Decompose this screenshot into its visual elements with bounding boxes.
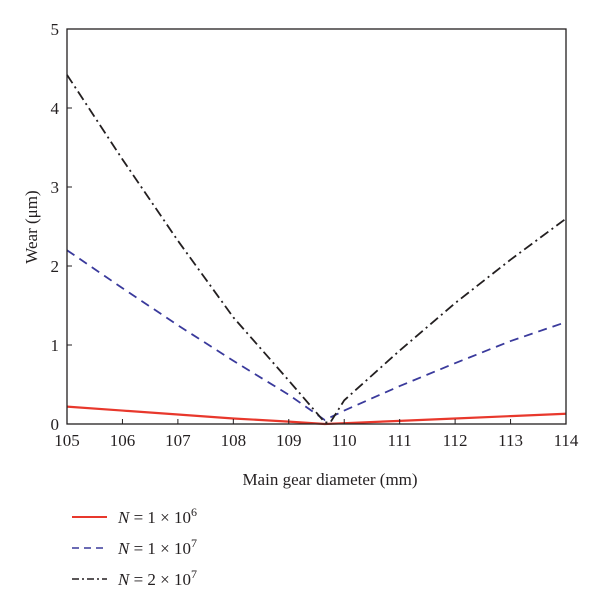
series-line-2	[66, 249, 567, 421]
x-tick-label: 114	[554, 431, 579, 450]
legend-label-2: N = 1 × 107	[117, 536, 197, 558]
x-tick-label: 107	[165, 431, 191, 450]
x-tick-label: 113	[498, 431, 523, 450]
plot-frame	[66, 28, 567, 425]
x-tick-label: 106	[110, 431, 136, 450]
legend: N = 1 × 106 N = 1 × 107 N = 2 × 107	[72, 505, 197, 589]
legend-label-3: N = 2 × 107	[117, 567, 197, 589]
series-line-3	[66, 74, 567, 424]
y-tick-label: 5	[51, 20, 60, 39]
x-axis-title: Main gear diameter (mm)	[242, 470, 417, 489]
y-tick-label: 2	[51, 257, 60, 276]
y-tick-label: 0	[51, 415, 60, 434]
y-tick-label: 4	[51, 99, 60, 118]
y-tick-label: 1	[51, 336, 60, 355]
x-tick-label: 105	[54, 431, 80, 450]
y-tick-label: 3	[51, 178, 60, 197]
series-line-1	[66, 405, 567, 426]
y-axis-title: Wear (μm)	[22, 190, 41, 263]
legend-label-1: N = 1 × 106	[117, 505, 197, 527]
x-tick-label: 112	[443, 431, 468, 450]
x-tick-label: 110	[332, 431, 357, 450]
x-tick-label: 108	[221, 431, 247, 450]
x-tick-label: 109	[276, 431, 302, 450]
x-tick-label: 111	[388, 431, 412, 450]
